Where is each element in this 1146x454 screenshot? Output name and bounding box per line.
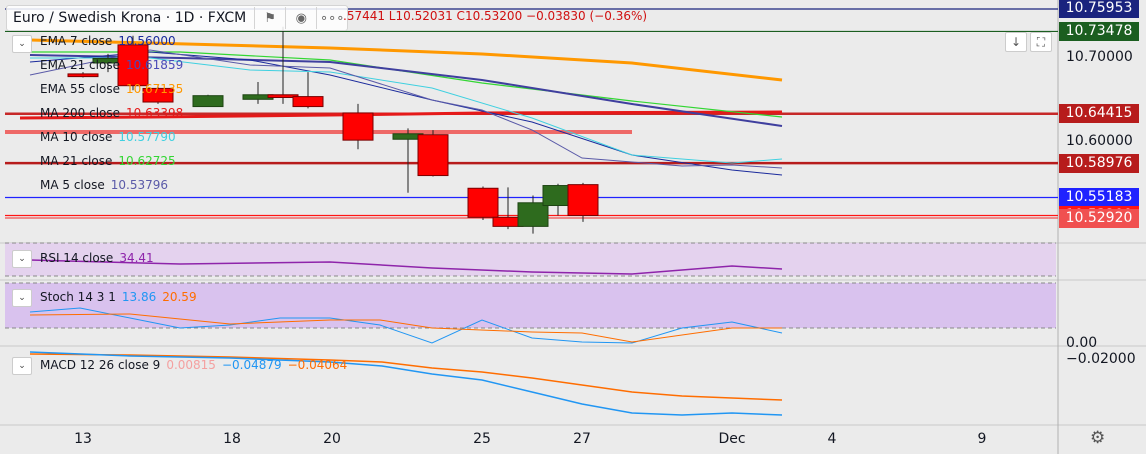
- ema21-line: [29, 54, 783, 127]
- collapse-macd-button[interactable]: ⌄: [12, 357, 32, 375]
- symbol-header: Euro / Swedish Krona · 1D · FXCM ⚑ ◉ ∘∘∘: [6, 5, 349, 31]
- candle-body: [342, 112, 374, 141]
- macd-legend[interactable]: MACD 12 26 close 9 0.00815 −0.04879 −0.0406…: [34, 358, 347, 372]
- price-level-label: 10.64415: [1059, 104, 1139, 123]
- stoch-d-value: 20.59: [162, 290, 197, 304]
- price-level-label: 10.52920: [1059, 209, 1139, 228]
- indicator-legend-row[interactable]: EMA 55 close 10.67135: [34, 82, 183, 96]
- stoch-tick: 0.00: [1066, 335, 1098, 351]
- candle-body: [567, 184, 599, 216]
- ma200-line: [19, 110, 783, 120]
- date-tick: Dec: [718, 431, 746, 447]
- macd-signal-value: −0.04064: [287, 358, 348, 372]
- stoch-d-line: [29, 313, 782, 343]
- indicator-value: 10.63398: [126, 106, 184, 120]
- collapse-stoch-button[interactable]: ⌄: [12, 289, 32, 307]
- indicator-name: MA 21 close: [40, 154, 113, 168]
- macd-line: [29, 351, 783, 416]
- indicator-legend-row[interactable]: MA 21 close 10.62725: [34, 154, 176, 168]
- macd-value: −0.04879: [221, 358, 282, 372]
- candle-body: [292, 96, 324, 108]
- interval-label: 1D: [174, 10, 195, 26]
- indicator-legend-row[interactable]: MA 200 close 10.63398: [34, 106, 183, 120]
- exchange-label: FXCM: [207, 10, 247, 26]
- candle-body: [67, 73, 99, 78]
- macd-label: MACD 12 26 close 9: [40, 358, 161, 372]
- candle-body: [192, 95, 224, 108]
- indicator-value: 10.56000: [118, 34, 176, 48]
- candle-body: [142, 87, 174, 103]
- price-level-label: 10.58976: [1059, 154, 1139, 173]
- macd-signal-line: [29, 353, 783, 401]
- price-tick: 10.70000: [1066, 49, 1133, 65]
- eye-icon[interactable]: ◉: [285, 7, 316, 29]
- symbol-name: Euro / Swedish Krona: [13, 10, 162, 26]
- ma10-line: [30, 57, 783, 164]
- indicator-value: 10.57790: [118, 130, 176, 144]
- price-level-label: 10.55183: [1059, 188, 1139, 207]
- price-level-label: 10.75953: [1059, 0, 1139, 18]
- date-tick: 9: [977, 431, 987, 447]
- collapse-rsi-button[interactable]: ⌄: [12, 250, 32, 268]
- date-tick: 4: [827, 431, 837, 447]
- indicator-value: 10.53796: [110, 178, 168, 192]
- indicator-name: EMA 7 close: [40, 34, 113, 48]
- indicator-name: MA 10 close: [40, 130, 113, 144]
- stoch-k-value: 13.86: [121, 290, 157, 304]
- rsi-legend[interactable]: RSI 14 close 34.41: [34, 251, 154, 265]
- candle-body: [467, 187, 499, 218]
- indicator-name: EMA 55 close: [40, 82, 120, 96]
- ohlc-readout: .57441 L10.52031 C10.53200 −0.03830 (−0.…: [343, 9, 648, 23]
- settings-gear-icon[interactable]: ⚙: [1090, 428, 1106, 448]
- indicator-value: 10.61859: [125, 58, 184, 72]
- price-level-label: 10.73478: [1059, 22, 1139, 41]
- indicator-legend-row[interactable]: MA 5 close 10.53796: [34, 178, 168, 192]
- ma5-line: [29, 49, 783, 169]
- price-tick: 10.60000: [1066, 133, 1133, 149]
- rsi-band: [5, 243, 1056, 276]
- date-tick: 27: [573, 431, 591, 447]
- more-icon[interactable]: ∘∘∘: [316, 7, 347, 29]
- macd-hist-value: 0.00815: [166, 358, 216, 372]
- stoch-k-line: [29, 307, 783, 344]
- candle-body: [517, 202, 549, 227]
- candle-body: [117, 44, 149, 87]
- rsi-line: [29, 259, 783, 275]
- date-tick: 25: [473, 431, 491, 447]
- indicator-legend-row[interactable]: EMA 21 close 10.61859: [34, 58, 183, 72]
- rsi-label: RSI 14 close: [40, 251, 114, 265]
- macd-tick: −0.02000: [1066, 351, 1136, 367]
- date-tick: 18: [223, 431, 241, 447]
- stoch-band: [5, 283, 1056, 328]
- collapse-indicators-button[interactable]: ⌄: [12, 35, 32, 53]
- scroll-down-button[interactable]: ↓: [1005, 32, 1027, 52]
- symbol-title[interactable]: Euro / Swedish Krona · 1D · FXCM: [13, 10, 247, 26]
- indicator-value: 10.62725: [118, 154, 176, 168]
- indicator-name: EMA 21 close: [40, 58, 120, 72]
- flag-icon[interactable]: ⚑: [254, 7, 285, 29]
- date-tick: 20: [323, 431, 341, 447]
- maximize-button[interactable]: ⛶: [1030, 32, 1052, 52]
- indicator-legend-row[interactable]: EMA 7 close 10.56000: [34, 34, 176, 48]
- stoch-label: Stoch 14 3 1: [40, 290, 116, 304]
- candle-body: [417, 134, 449, 177]
- date-tick: 13: [74, 431, 92, 447]
- indicator-name: MA 5 close: [40, 178, 105, 192]
- ema55-line: [29, 38, 783, 82]
- indicator-value: 10.67135: [125, 82, 184, 96]
- indicator-legend-row[interactable]: MA 10 close 10.57790: [34, 130, 176, 144]
- rsi-value: 34.41: [119, 251, 154, 265]
- stoch-legend[interactable]: Stoch 14 3 1 13.86 20.59: [34, 290, 197, 304]
- indicator-name: MA 200 close: [40, 106, 121, 120]
